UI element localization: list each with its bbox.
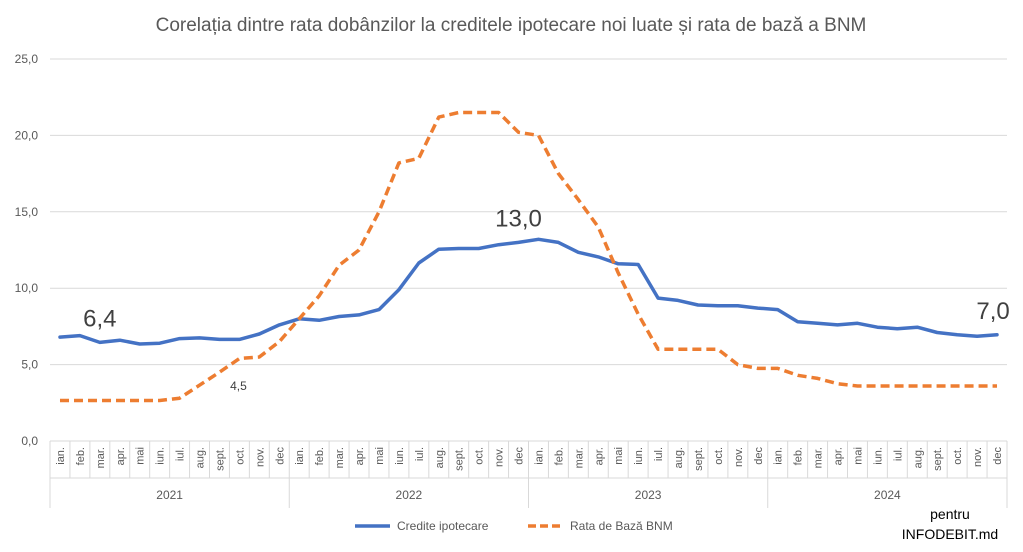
- y-tick-label: 20,0: [15, 128, 39, 142]
- month-tick-label: apr.: [354, 447, 366, 465]
- month-tick-label: apr.: [833, 447, 845, 465]
- month-tick-label: mar.: [95, 447, 107, 468]
- y-tick-label: 5,0: [21, 358, 38, 372]
- month-tick-label: nov.: [972, 447, 984, 467]
- series-line-rata: [60, 110, 997, 403]
- y-tick-label: 25,0: [15, 52, 39, 66]
- year-label: 2023: [635, 488, 662, 502]
- month-tick-label: feb.: [553, 447, 565, 465]
- month-tick-label: iul.: [892, 447, 904, 461]
- legend-label-credite: Credite ipotecare: [397, 519, 489, 533]
- month-tick-label: mai: [135, 447, 147, 465]
- month-tick-label: aug.: [673, 447, 685, 468]
- data-labels: 6,4 13,0 7,0 4,5: [83, 205, 1010, 393]
- month-tick-label: nov.: [254, 447, 266, 467]
- month-tick-label: aug.: [912, 447, 924, 468]
- month-tick-label: aug.: [434, 447, 446, 468]
- month-tick-label: oct.: [474, 447, 486, 465]
- month-tick-label: apr.: [593, 447, 605, 465]
- data-label: 4,5: [230, 379, 247, 393]
- month-tick-label: mai: [374, 447, 386, 465]
- month-tick-label: mai: [613, 447, 625, 465]
- series-line-credite: [58, 237, 999, 346]
- month-tick-label: dec: [274, 447, 286, 465]
- month-tick-label: mai: [852, 447, 864, 465]
- month-tick-label: ian.: [773, 447, 785, 465]
- month-tick-label: oct.: [234, 447, 246, 465]
- credit-line-1: pentru: [930, 506, 970, 522]
- data-label: 13,0: [495, 205, 542, 232]
- month-tick-label: apr.: [115, 447, 127, 465]
- month-tick-label: iul.: [653, 447, 665, 461]
- month-tick-label: iun.: [155, 447, 167, 465]
- month-tick-label: iul.: [414, 447, 426, 461]
- data-label: 7,0: [976, 298, 1009, 325]
- axes: 0,0 5,0 10,0 15,0 20,0 25,0 ian. feb. mar. apr. ma…: [15, 52, 1008, 508]
- month-tick-label: nov.: [494, 447, 506, 467]
- chart-title: Corelația dintre rata dobânzilor la cred…: [156, 15, 867, 36]
- legend-label-rata: Rata de Bază BNM: [570, 519, 673, 533]
- month-tick-label: aug.: [195, 447, 207, 468]
- month-tick-label: iul.: [175, 447, 187, 461]
- month-tick-label: feb.: [75, 447, 87, 465]
- month-tick-label: sept.: [932, 447, 944, 471]
- month-tick-label: sept.: [214, 447, 226, 471]
- y-tick-label: 10,0: [15, 281, 39, 295]
- year-label: 2021: [156, 488, 183, 502]
- data-label: 6,4: [83, 305, 116, 332]
- year-label: 2024: [874, 488, 901, 502]
- year-label: 2022: [396, 488, 423, 502]
- month-tick-label: oct.: [713, 447, 725, 465]
- month-tick-label: dec: [753, 447, 765, 465]
- month-tick-label: mar.: [334, 447, 346, 468]
- month-tick-label: ian.: [533, 447, 545, 465]
- series-lines: [58, 110, 999, 403]
- month-tick-label: sept.: [693, 447, 705, 471]
- month-tick-label: mar.: [573, 447, 585, 468]
- y-tick-label: 15,0: [15, 205, 39, 219]
- month-tick-label: ian.: [294, 447, 306, 465]
- month-tick-label: iun.: [633, 447, 645, 465]
- month-tick-label: sept.: [454, 447, 466, 471]
- month-tick-label: ian.: [55, 447, 67, 465]
- month-tick-label: nov.: [733, 447, 745, 467]
- legend: Credite ipotecare Rata de Bază BNM: [355, 519, 673, 533]
- month-tick-label: dec: [992, 447, 1004, 465]
- month-tick-label: mar.: [813, 447, 825, 468]
- credit-line-2: INFODEBIT.md: [902, 526, 998, 542]
- month-tick-label: dec: [514, 447, 526, 465]
- month-tick-label: feb.: [314, 447, 326, 465]
- month-tick-label: iun.: [394, 447, 406, 465]
- gridlines: [50, 58, 1007, 442]
- month-tick-label: iun.: [872, 447, 884, 465]
- y-tick-label: 0,0: [21, 434, 38, 448]
- month-tick-label: oct.: [952, 447, 964, 465]
- month-tick-label: feb.: [793, 447, 805, 465]
